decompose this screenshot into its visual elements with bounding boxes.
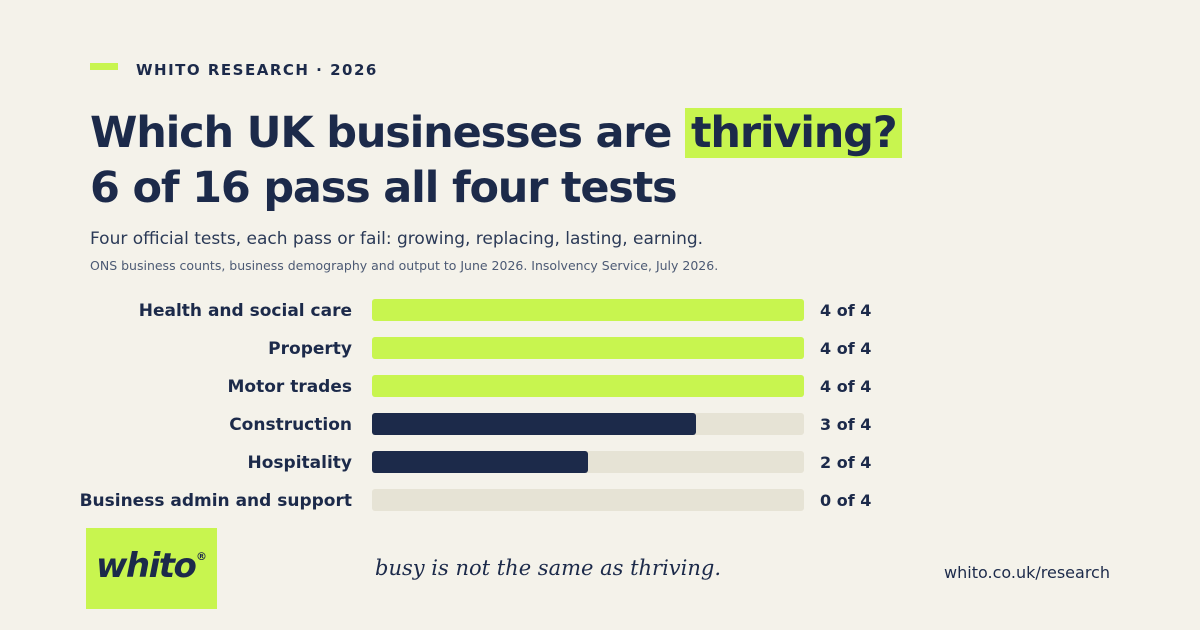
title-highlight: thriving? <box>685 108 903 158</box>
logo-wordmark: whito <box>96 546 197 586</box>
bar <box>372 413 696 435</box>
page-title: Which UK businesses are thriving? 6 of 1… <box>90 106 903 216</box>
value-label: 2 of 4 <box>820 453 871 472</box>
category-label: Health and social care <box>139 301 352 321</box>
category-label: Hospitality <box>248 453 352 473</box>
title-line-1-text: Which UK businesses are <box>90 108 686 158</box>
registered-mark: ® <box>196 550 207 563</box>
title-line-1: Which UK businesses are thriving? <box>90 106 903 161</box>
bar <box>372 299 804 321</box>
value-label: 3 of 4 <box>820 415 871 434</box>
bar <box>372 337 804 359</box>
tagline: busy is not the same as thriving. <box>375 556 722 580</box>
title-line-2: 6 of 16 pass all four tests <box>90 163 678 213</box>
eyebrow-accent-bar <box>90 63 118 70</box>
value-label: 4 of 4 <box>820 301 871 320</box>
source-note: ONS business counts, business demography… <box>90 258 719 273</box>
value-label: 4 of 4 <box>820 377 871 396</box>
category-label: Property <box>268 339 352 359</box>
bar-track <box>372 489 804 511</box>
category-label: Construction <box>229 415 352 435</box>
research-url: whito.co.uk/research <box>944 563 1110 582</box>
category-label: Business admin and support <box>80 491 352 511</box>
value-label: 4 of 4 <box>820 339 871 358</box>
bar <box>372 451 588 473</box>
bar <box>372 375 804 397</box>
whito-logo: whito ® <box>86 528 217 609</box>
value-label: 0 of 4 <box>820 491 871 510</box>
eyebrow-label: WHITO RESEARCH · 2026 <box>136 61 378 79</box>
subtitle: Four official tests, each pass or fail: … <box>90 229 704 249</box>
category-label: Motor trades <box>227 377 352 397</box>
